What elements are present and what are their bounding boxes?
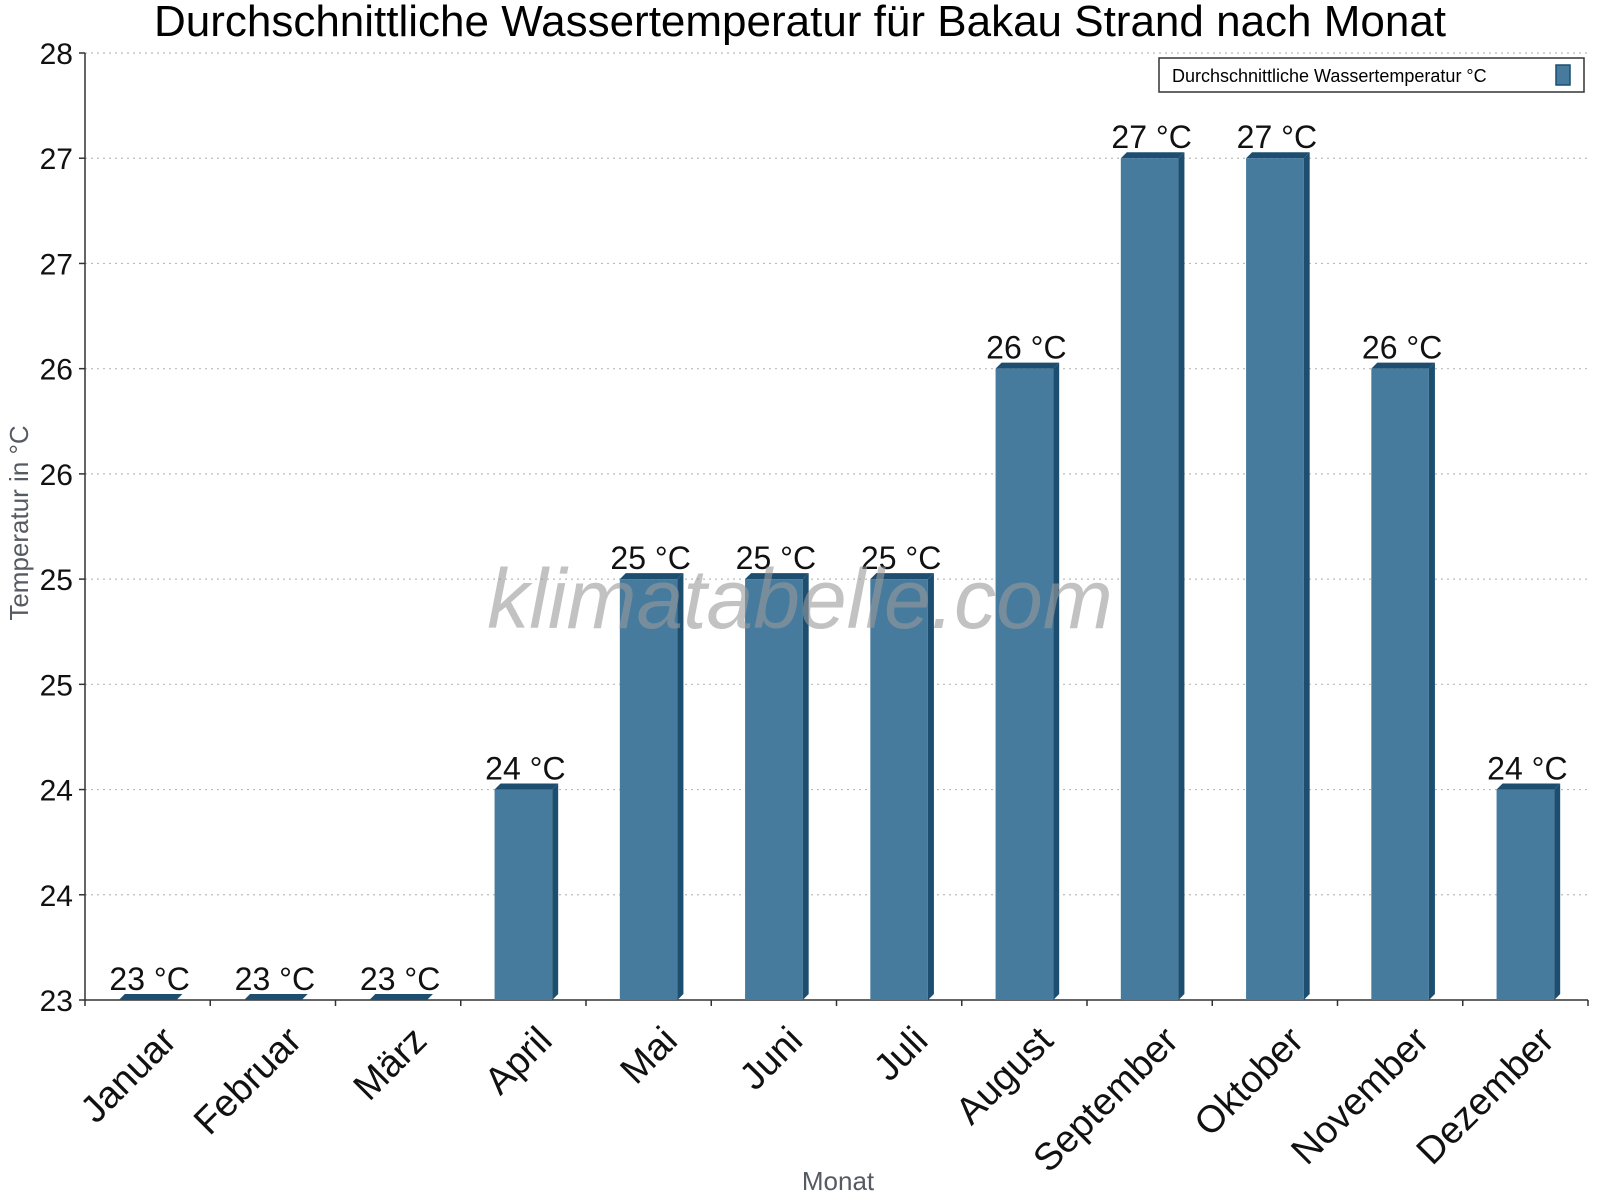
data-label: 23 °C [109, 961, 189, 997]
bar-top [619, 573, 684, 580]
y-tick-label: 25 [40, 564, 73, 597]
x-tick-label: März [346, 1019, 435, 1108]
y-tick-label: 27 [40, 143, 73, 176]
data-label: 26 °C [1362, 330, 1442, 366]
bar-side [1303, 152, 1310, 1000]
data-label: 24 °C [1487, 751, 1567, 787]
bar [494, 783, 559, 1000]
y-tick-label: 23 [40, 985, 73, 1018]
x-axis-ticks: Januar Februar März April Mai Juni Juli AugustS… [73, 1000, 1589, 1180]
bar-top [995, 362, 1060, 369]
bar-top [1496, 783, 1561, 790]
data-label: 26 °C [986, 330, 1066, 366]
bar [1371, 362, 1435, 1001]
bar [244, 994, 308, 1000]
x-tick-label: Mai [613, 1019, 686, 1092]
y-axis-title: Temperatur in °C [4, 425, 34, 620]
y-tick-label: 26 [40, 354, 73, 387]
legend-label: Durchschnittliche Wassertemperatur °C [1172, 66, 1487, 86]
x-tick-label: Februar [186, 1019, 310, 1143]
y-tick-label: 27 [40, 248, 73, 281]
bar-top [1120, 152, 1185, 159]
bar [1496, 783, 1561, 1000]
data-label: 25 °C [736, 540, 816, 576]
bar-front [1371, 368, 1429, 1001]
x-axis-title: Monat [802, 1166, 875, 1196]
x-tick-label: Januar [73, 1019, 185, 1131]
bar-front [1496, 789, 1555, 1000]
x-tick-label: Juni [732, 1019, 811, 1098]
x-tick-label: Dezember [1409, 1019, 1563, 1173]
x-tick-label: August [948, 1019, 1062, 1133]
bar-top [1371, 362, 1435, 369]
bar-front [995, 368, 1054, 1001]
data-label: 25 °C [610, 540, 690, 576]
bar-side [1554, 783, 1561, 1000]
bar-top [118, 994, 183, 1000]
axes [84, 53, 1588, 1001]
bar-side [677, 573, 684, 1000]
bar-front [745, 579, 803, 1000]
bar-side [1428, 362, 1435, 1001]
data-label: 23 °C [235, 961, 315, 997]
bar [1246, 152, 1310, 1000]
bar-front [1120, 158, 1179, 1000]
bars [118, 152, 1561, 1001]
gridlines [85, 52, 1588, 896]
watermark: klimatabelle.com [487, 552, 1113, 646]
bar-top [745, 573, 809, 580]
y-tick-label: 24 [40, 880, 73, 913]
bar [1120, 152, 1185, 1000]
bar [745, 573, 809, 1000]
bar-side [1178, 152, 1185, 1000]
bar-side [927, 573, 934, 1000]
y-tick-label: 26 [40, 459, 73, 492]
x-tick-label: Juli [866, 1019, 936, 1089]
y-axis-ticks: 23 24 24 25 25 26 26 27 27 28 [40, 38, 85, 1018]
data-label: 27 °C [1237, 119, 1317, 155]
bar-top [870, 573, 934, 580]
bar-side [802, 573, 809, 1000]
bar-front [494, 789, 553, 1000]
bar-front [870, 579, 928, 1000]
bar-top [1246, 152, 1310, 159]
bar-top [244, 994, 308, 1000]
bar [369, 994, 433, 1000]
bar [870, 573, 934, 1000]
legend: Durchschnittliche Wassertemperatur °C [1158, 57, 1585, 93]
data-label: 24 °C [485, 751, 565, 787]
chart-title: Durchschnittliche Wassertemperatur für B… [154, 0, 1446, 46]
bar-side [552, 783, 559, 1000]
bar-top [369, 994, 433, 1000]
legend-box [1158, 57, 1585, 93]
y-tick-label: 25 [40, 669, 73, 702]
x-tick-label: Oktober [1187, 1019, 1313, 1145]
bar-front [1246, 158, 1304, 1000]
y-tick-label: 24 [40, 775, 73, 808]
bar [619, 573, 684, 1000]
x-tick-label: April [477, 1019, 560, 1102]
bar-front [619, 579, 678, 1000]
y-tick-label: 28 [40, 38, 73, 71]
data-label: 27 °C [1111, 119, 1191, 155]
bar-side [1053, 362, 1060, 1001]
bar [118, 994, 183, 1000]
bar-top [494, 783, 559, 790]
legend-swatch [1555, 64, 1571, 86]
data-label: 25 °C [861, 540, 941, 576]
bar [995, 362, 1060, 1001]
data-label: 23 °C [360, 961, 440, 997]
data-labels: 23 °C 23 °C 23 °C 24 °C 25 °C 25 °C 25 °C 26 °C… [109, 119, 1567, 997]
